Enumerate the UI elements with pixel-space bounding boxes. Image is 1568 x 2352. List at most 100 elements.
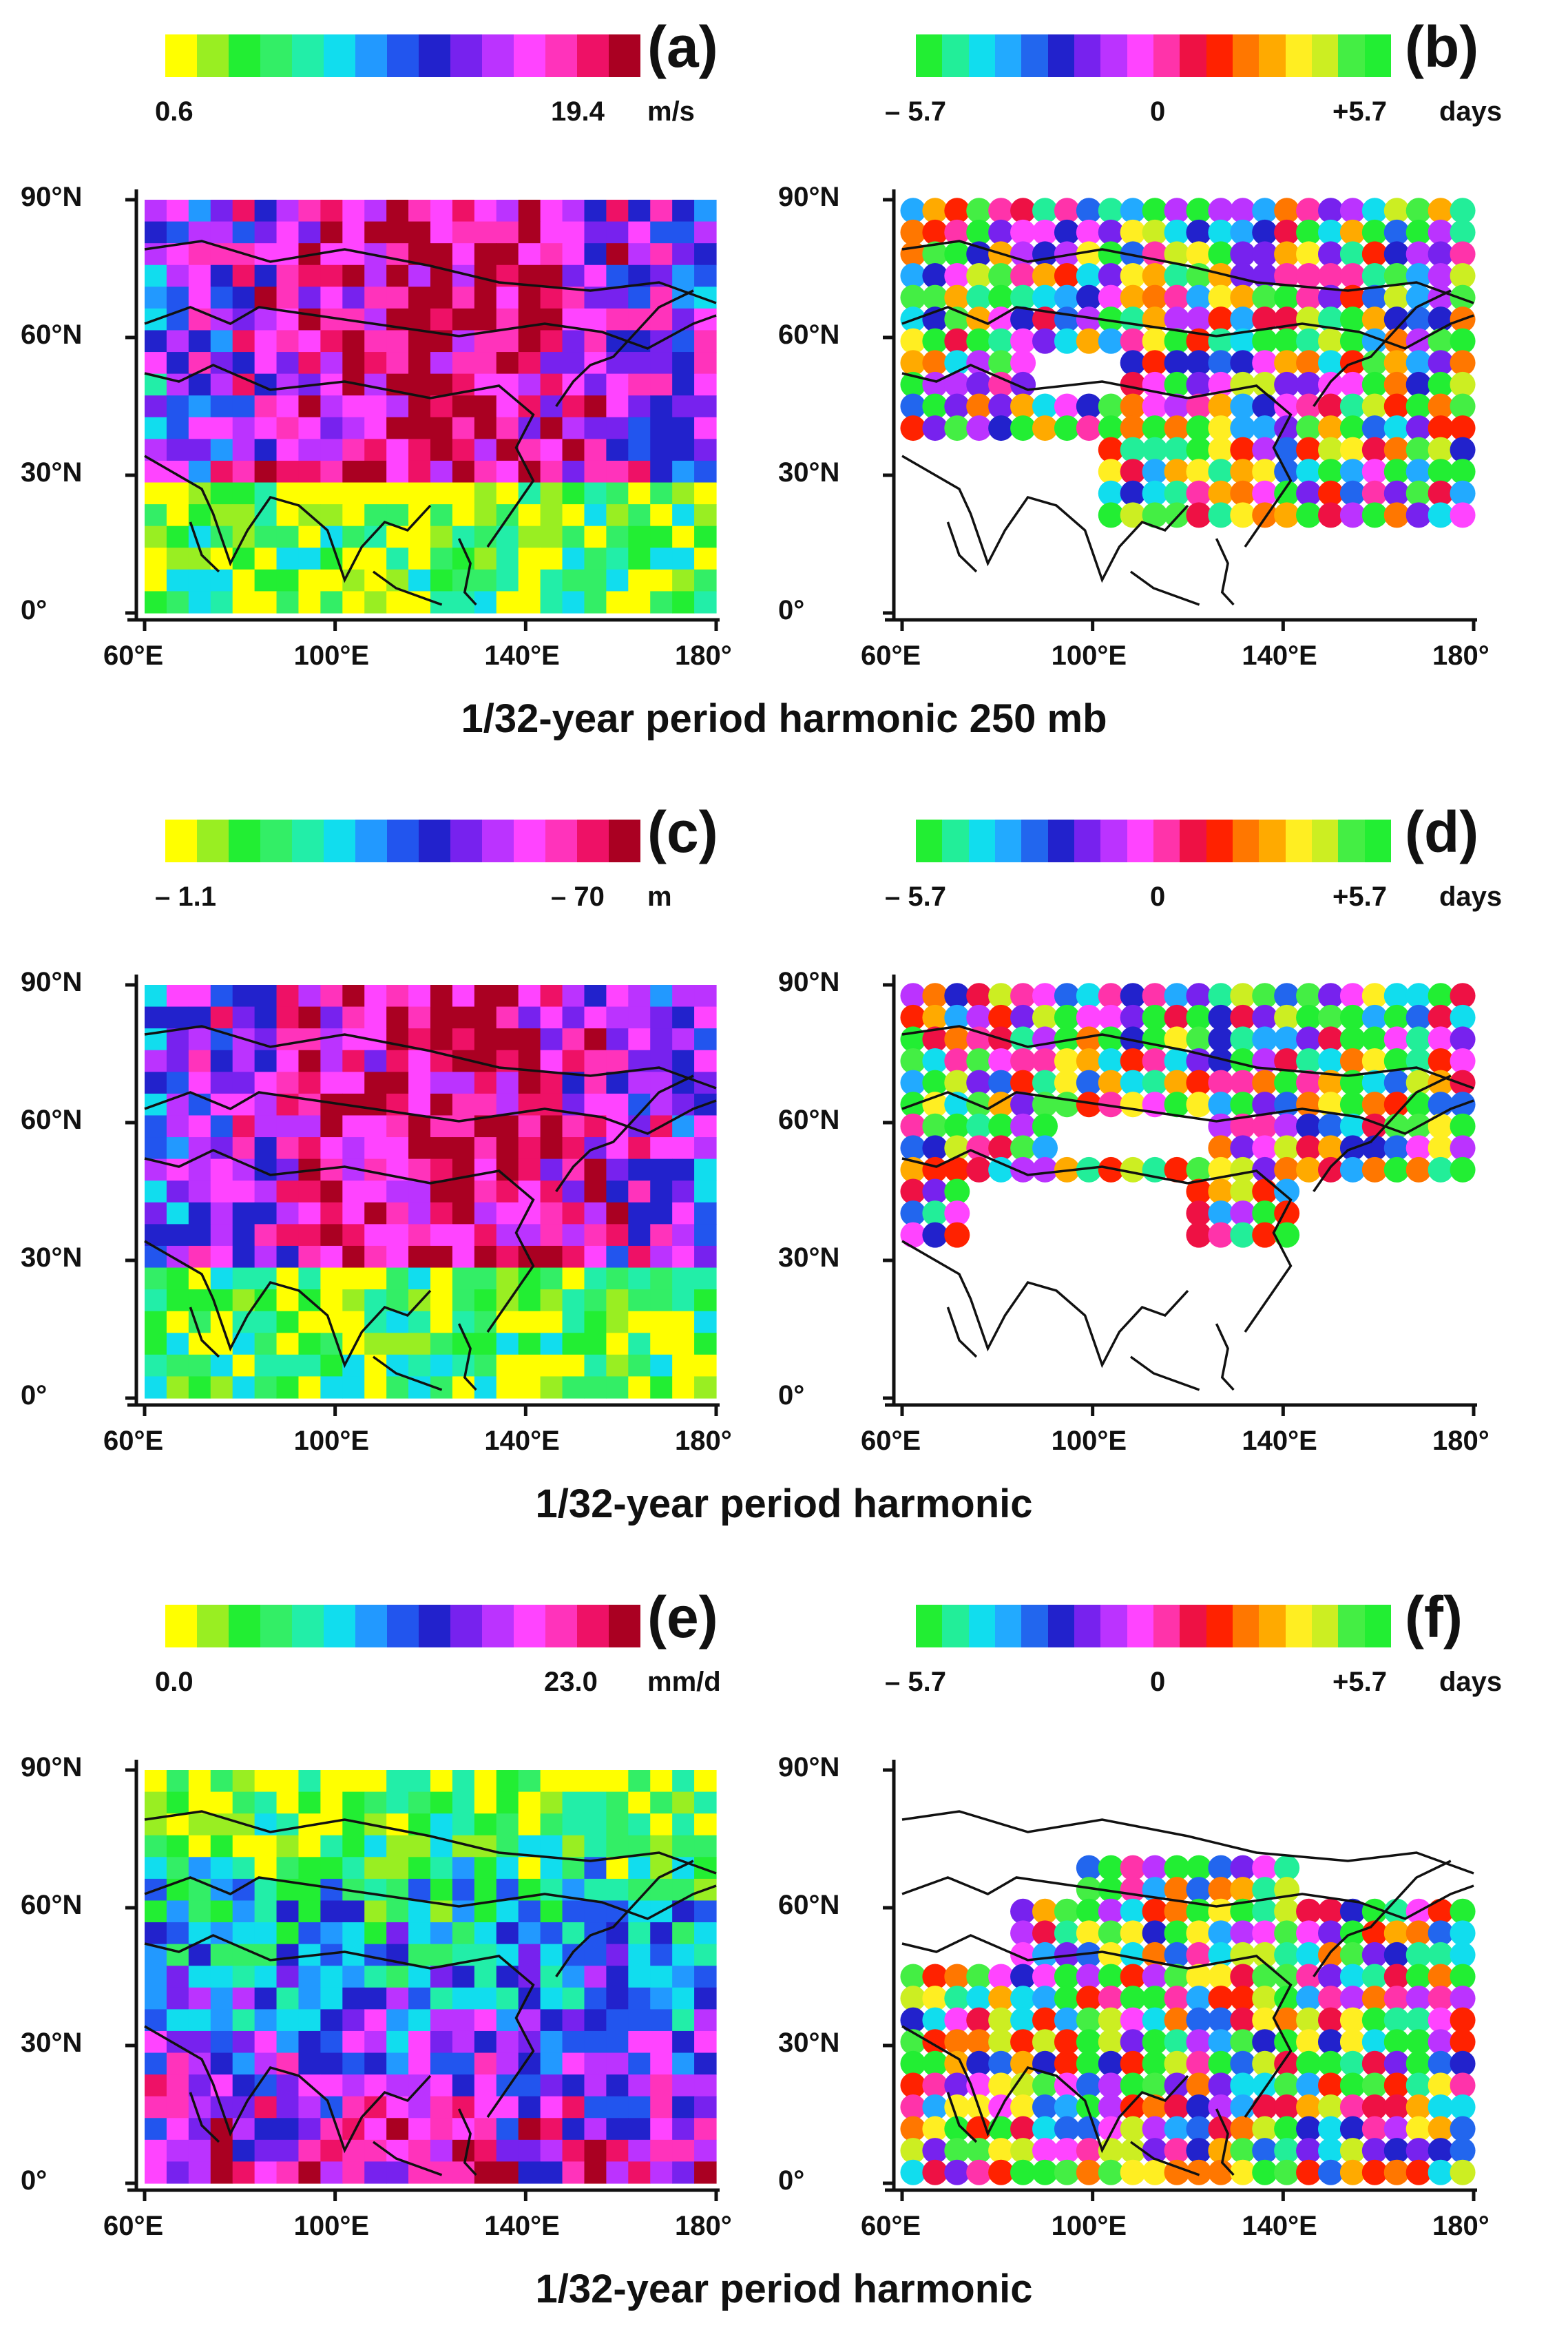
coastline: [555, 1074, 694, 1192]
coastline: [901, 306, 1474, 350]
colorbar-swatch: [1100, 34, 1127, 77]
coastline: [144, 364, 535, 548]
coastline: [144, 240, 717, 304]
colorbar-swatch: [1232, 34, 1259, 77]
coastline: [372, 570, 443, 606]
colorbar: [165, 820, 640, 862]
coastline: [1313, 1074, 1452, 1192]
coastline: [901, 1091, 1474, 1135]
colorbar-min: 0.6: [155, 96, 194, 127]
colorbar-swatch: [292, 1605, 324, 1647]
colorbar-swatch: [994, 1605, 1022, 1647]
lon-tick-label: 60°E: [861, 641, 921, 671]
coastline: [901, 1149, 1293, 1333]
axes: [883, 975, 1477, 1416]
colorbar-swatch: [324, 1605, 355, 1647]
lat-tick-label: 90°N: [21, 182, 83, 212]
colorbar-swatch: [197, 34, 229, 77]
colorbar-swatch: [260, 34, 292, 77]
panel-c: (c) – 1.1 – 70 m 90°N 60°N 30°N 0° 60°E 100°E 140°…: [0, 800, 778, 1563]
colorbar-swatch: [355, 820, 387, 862]
colorbar-swatch: [1153, 1605, 1180, 1647]
lon-tick-label: 180°: [675, 641, 732, 671]
axes: [125, 189, 720, 631]
colorbar-min: – 5.7: [885, 96, 946, 127]
panel-letter: (a): [647, 14, 718, 79]
coastlines: [144, 1810, 717, 2176]
colorbar-swatch: [1100, 820, 1127, 862]
lat-tick-label: 90°N: [21, 967, 83, 997]
colorbar-unit: days: [1439, 96, 1503, 127]
lat-tick-label: 90°N: [778, 967, 840, 997]
lat-tick-label: 60°N: [21, 1105, 83, 1135]
colorbar-swatch: [482, 1605, 514, 1647]
lat-tick-label: 30°N: [21, 2028, 83, 2058]
coastline: [1215, 2108, 1235, 2176]
coastline: [144, 306, 717, 350]
lat-tick-label: 30°N: [21, 1242, 83, 1273]
colorbar-swatch: [577, 1605, 609, 1647]
lat-tick-label: 60°N: [21, 1890, 83, 1920]
colorbar-max: 23.0: [544, 1667, 598, 1697]
colorbar-swatch: [1206, 1605, 1233, 1647]
coastline: [144, 1091, 717, 1135]
colorbar-swatch: [1311, 34, 1339, 77]
row-caption: 1/32-year period harmonic: [535, 1481, 1033, 1526]
panel-letter: (e): [647, 1585, 718, 1649]
colorbar-max: +5.7: [1332, 882, 1387, 912]
colorbar-swatch: [1364, 820, 1391, 862]
colorbar-max: +5.7: [1332, 1667, 1387, 1697]
colorbar-swatch: [1074, 820, 1101, 862]
colorbar-swatch: [577, 820, 609, 862]
colorbar-swatch: [609, 820, 640, 862]
coastline: [901, 1025, 1474, 1090]
colorbar-swatch: [482, 34, 514, 77]
coastline: [372, 2141, 443, 2176]
coastline: [457, 538, 477, 606]
lon-tick-label: 140°E: [484, 641, 560, 671]
lon-tick-label: 140°E: [1242, 641, 1317, 671]
panel-letter: (f): [1405, 1585, 1463, 1649]
coastlines: [144, 240, 717, 606]
colorbar: [916, 820, 1391, 862]
lat-tick-label: 90°N: [21, 1752, 83, 1782]
lon-tick-label: 180°: [675, 2211, 732, 2241]
colorbar-swatch: [387, 820, 419, 862]
axes: [125, 1760, 720, 2201]
lat-tick-label: 0°: [21, 595, 48, 625]
coastlines: [144, 1025, 717, 1391]
coastline: [901, 1934, 1293, 2118]
lat-tick-label: 90°N: [778, 1752, 840, 1782]
panel-letter: (d): [1405, 800, 1479, 864]
colorbar-swatch: [1285, 1605, 1312, 1647]
axes: [125, 975, 720, 1416]
colorbar-swatch: [165, 1605, 197, 1647]
colorbar-swatch: [994, 34, 1022, 77]
panel-d: (d) – 5.7 0 +5.7 days 90°N 60°N 30°N 0° 60°E 100°E…: [757, 800, 1536, 1563]
lon-tick-label: 60°E: [861, 1426, 921, 1456]
coastline: [901, 455, 1189, 583]
colorbar-swatch: [1311, 1605, 1339, 1647]
colorbar-swatch: [419, 34, 450, 77]
colorbar-swatch: [942, 820, 969, 862]
coastline: [946, 1307, 978, 1358]
colorbar-min: – 5.7: [885, 1667, 946, 1697]
phase-field: [900, 1855, 1476, 2185]
colorbar-swatch: [577, 34, 609, 77]
colorbar-max: +5.7: [1332, 96, 1387, 127]
colorbar-swatch: [1364, 1605, 1391, 1647]
colorbar-swatch: [1180, 1605, 1206, 1647]
coastline: [946, 521, 978, 573]
map-plot: [125, 975, 720, 1416]
colorbar-swatch: [968, 1605, 995, 1647]
colorbar-swatch: [1311, 820, 1339, 862]
panel-e: (e) 0.0 23.0 mm/d 90°N 60°N 30°N 0° 60°E 100°E 140…: [0, 1585, 778, 2349]
colorbar-min: – 5.7: [885, 882, 946, 912]
colorbar-swatch: [355, 1605, 387, 1647]
colorbar-swatch: [1259, 34, 1286, 77]
colorbar-swatch: [1127, 1605, 1153, 1647]
colorbar-swatch: [545, 34, 577, 77]
colorbar-swatch: [942, 1605, 969, 1647]
lat-tick-label: 60°N: [21, 320, 83, 350]
colorbar-swatch: [514, 820, 545, 862]
